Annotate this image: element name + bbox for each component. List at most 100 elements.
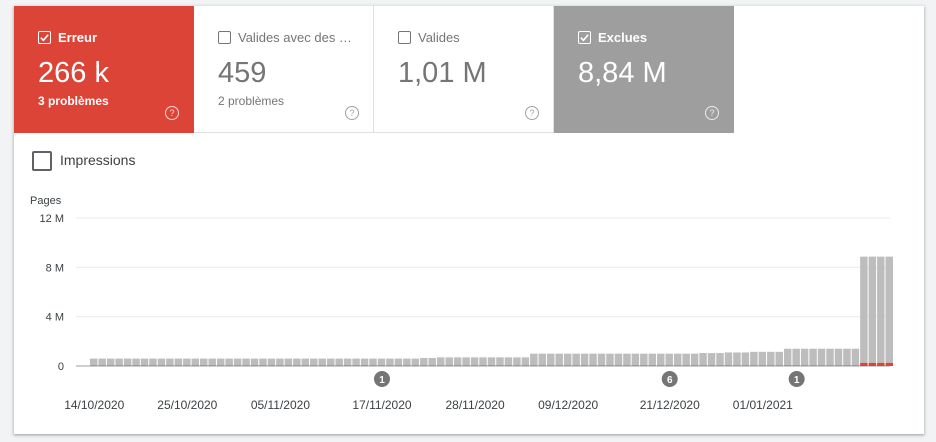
checkmark-icon: [580, 34, 589, 42]
bar-exclues: [665, 353, 673, 366]
annotation-label: 1: [379, 375, 385, 386]
checkbox-impressions[interactable]: [32, 151, 52, 171]
annotation-marker: [661, 371, 678, 387]
bar-erreur: [572, 365, 580, 366]
bar-erreur: [98, 365, 106, 366]
bar-exclues: [775, 351, 783, 366]
checkmark-icon: [40, 34, 49, 42]
bar-exclues: [225, 358, 233, 366]
bar-exclues: [699, 353, 707, 366]
bar-exclues: [826, 348, 834, 366]
bar-exclues: [623, 353, 631, 366]
bar-erreur: [877, 362, 885, 366]
checkbox-valid[interactable]: [398, 31, 411, 44]
checkbox-error[interactable]: [38, 31, 51, 44]
bar-erreur: [284, 365, 293, 366]
tile-excluded[interactable]: Exclues 8,84 M ?: [554, 6, 734, 133]
bar-exclues: [724, 352, 733, 366]
bar-erreur: [470, 365, 479, 366]
bar-erreur: [707, 365, 716, 366]
bar-exclues: [860, 256, 868, 363]
bar-erreur: [733, 365, 741, 366]
annotation-label: 6: [667, 375, 673, 386]
annotation-marker: [788, 371, 805, 387]
bar-exclues: [216, 358, 225, 366]
bar-exclues: [547, 353, 555, 366]
bar-exclues: [233, 358, 242, 366]
bar-erreur: [259, 365, 267, 366]
bar-exclues: [877, 256, 885, 363]
bar-exclues: [149, 358, 157, 366]
bar-exclues: [343, 358, 352, 366]
bar-erreur: [614, 365, 623, 366]
tile-valid-warnings-sub: 2 problèmes: [218, 94, 285, 108]
bar-erreur: [716, 365, 724, 366]
bar-erreur: [547, 365, 555, 366]
bar-erreur: [352, 365, 360, 366]
bar-erreur: [834, 365, 843, 366]
bar-erreur: [724, 365, 733, 366]
tile-excluded-value: 8,84 M: [578, 57, 667, 89]
bar-exclues: [411, 358, 420, 366]
bar-erreur: [792, 365, 800, 366]
tile-valid[interactable]: Valides 1,01 M ?: [374, 6, 554, 133]
question-circle-icon[interactable]: ?: [165, 106, 179, 120]
bar-exclues: [521, 357, 530, 366]
bar-erreur: [496, 365, 504, 366]
bar-erreur: [318, 365, 326, 366]
bar-erreur: [868, 362, 877, 366]
bar-erreur: [403, 365, 411, 366]
bar-exclues: [868, 256, 877, 363]
bar-erreur: [293, 365, 301, 366]
bar-erreur: [123, 365, 132, 366]
bar-exclues: [479, 357, 487, 366]
summary-tiles: Erreur 266 k 3 problèmes ? Valides avec …: [14, 6, 734, 133]
bar-exclues: [631, 353, 640, 366]
bar-erreur: [851, 365, 860, 366]
bar-exclues: [453, 357, 462, 366]
bar-exclues: [530, 353, 538, 366]
bar-exclues: [284, 358, 293, 366]
bar-erreur: [817, 365, 826, 366]
bar-erreur: [369, 365, 377, 366]
x-tick-label: 21/12/2020: [640, 398, 700, 412]
bar-exclues: [115, 358, 123, 366]
bar-erreur: [462, 365, 470, 366]
checkbox-valid-warnings[interactable]: [218, 31, 231, 44]
bar-erreur: [648, 365, 657, 366]
bar-erreur: [665, 365, 673, 366]
bar-erreur: [580, 365, 589, 366]
bar-erreur: [487, 365, 496, 366]
bar-erreur: [657, 365, 665, 366]
bar-exclues: [132, 358, 140, 366]
bar-exclues: [326, 358, 335, 366]
bar-exclues: [335, 358, 343, 366]
bar-erreur: [191, 365, 200, 366]
bar-exclues: [640, 353, 648, 366]
tile-error[interactable]: Erreur 266 k 3 problèmes ?: [14, 6, 194, 133]
question-circle-icon[interactable]: ?: [525, 106, 539, 120]
bar-erreur: [386, 365, 394, 366]
bar-erreur: [530, 365, 538, 366]
coverage-chart: Pages 0 4 M 8 M 12 M 14/10/2020 25/10/2020 05/1…: [30, 195, 893, 412]
bar-erreur: [250, 365, 259, 366]
question-circle-icon[interactable]: ?: [705, 106, 719, 120]
bar-erreur: [90, 365, 98, 366]
bar-erreur: [411, 365, 420, 366]
bar-exclues: [834, 348, 843, 366]
tile-valid-warnings[interactable]: Valides avec des … 459 2 problèmes ?: [194, 6, 374, 133]
bar-exclues: [555, 353, 563, 366]
y-tick-label: 0: [58, 361, 64, 373]
index-coverage-card: Erreur 266 k 3 problèmes ? Valides avec …: [14, 6, 924, 434]
checkbox-excluded[interactable]: [578, 31, 591, 44]
bar-erreur: [394, 365, 403, 366]
bar-erreur: [555, 365, 563, 366]
bar-exclues: [123, 358, 132, 366]
bar-exclues: [352, 358, 360, 366]
bar-erreur: [750, 365, 758, 366]
question-circle-icon[interactable]: ?: [345, 106, 359, 120]
bar-erreur: [200, 365, 208, 366]
bar-erreur: [183, 365, 191, 366]
tile-error-sub: 3 problèmes: [38, 94, 109, 108]
bar-erreur: [343, 365, 352, 366]
